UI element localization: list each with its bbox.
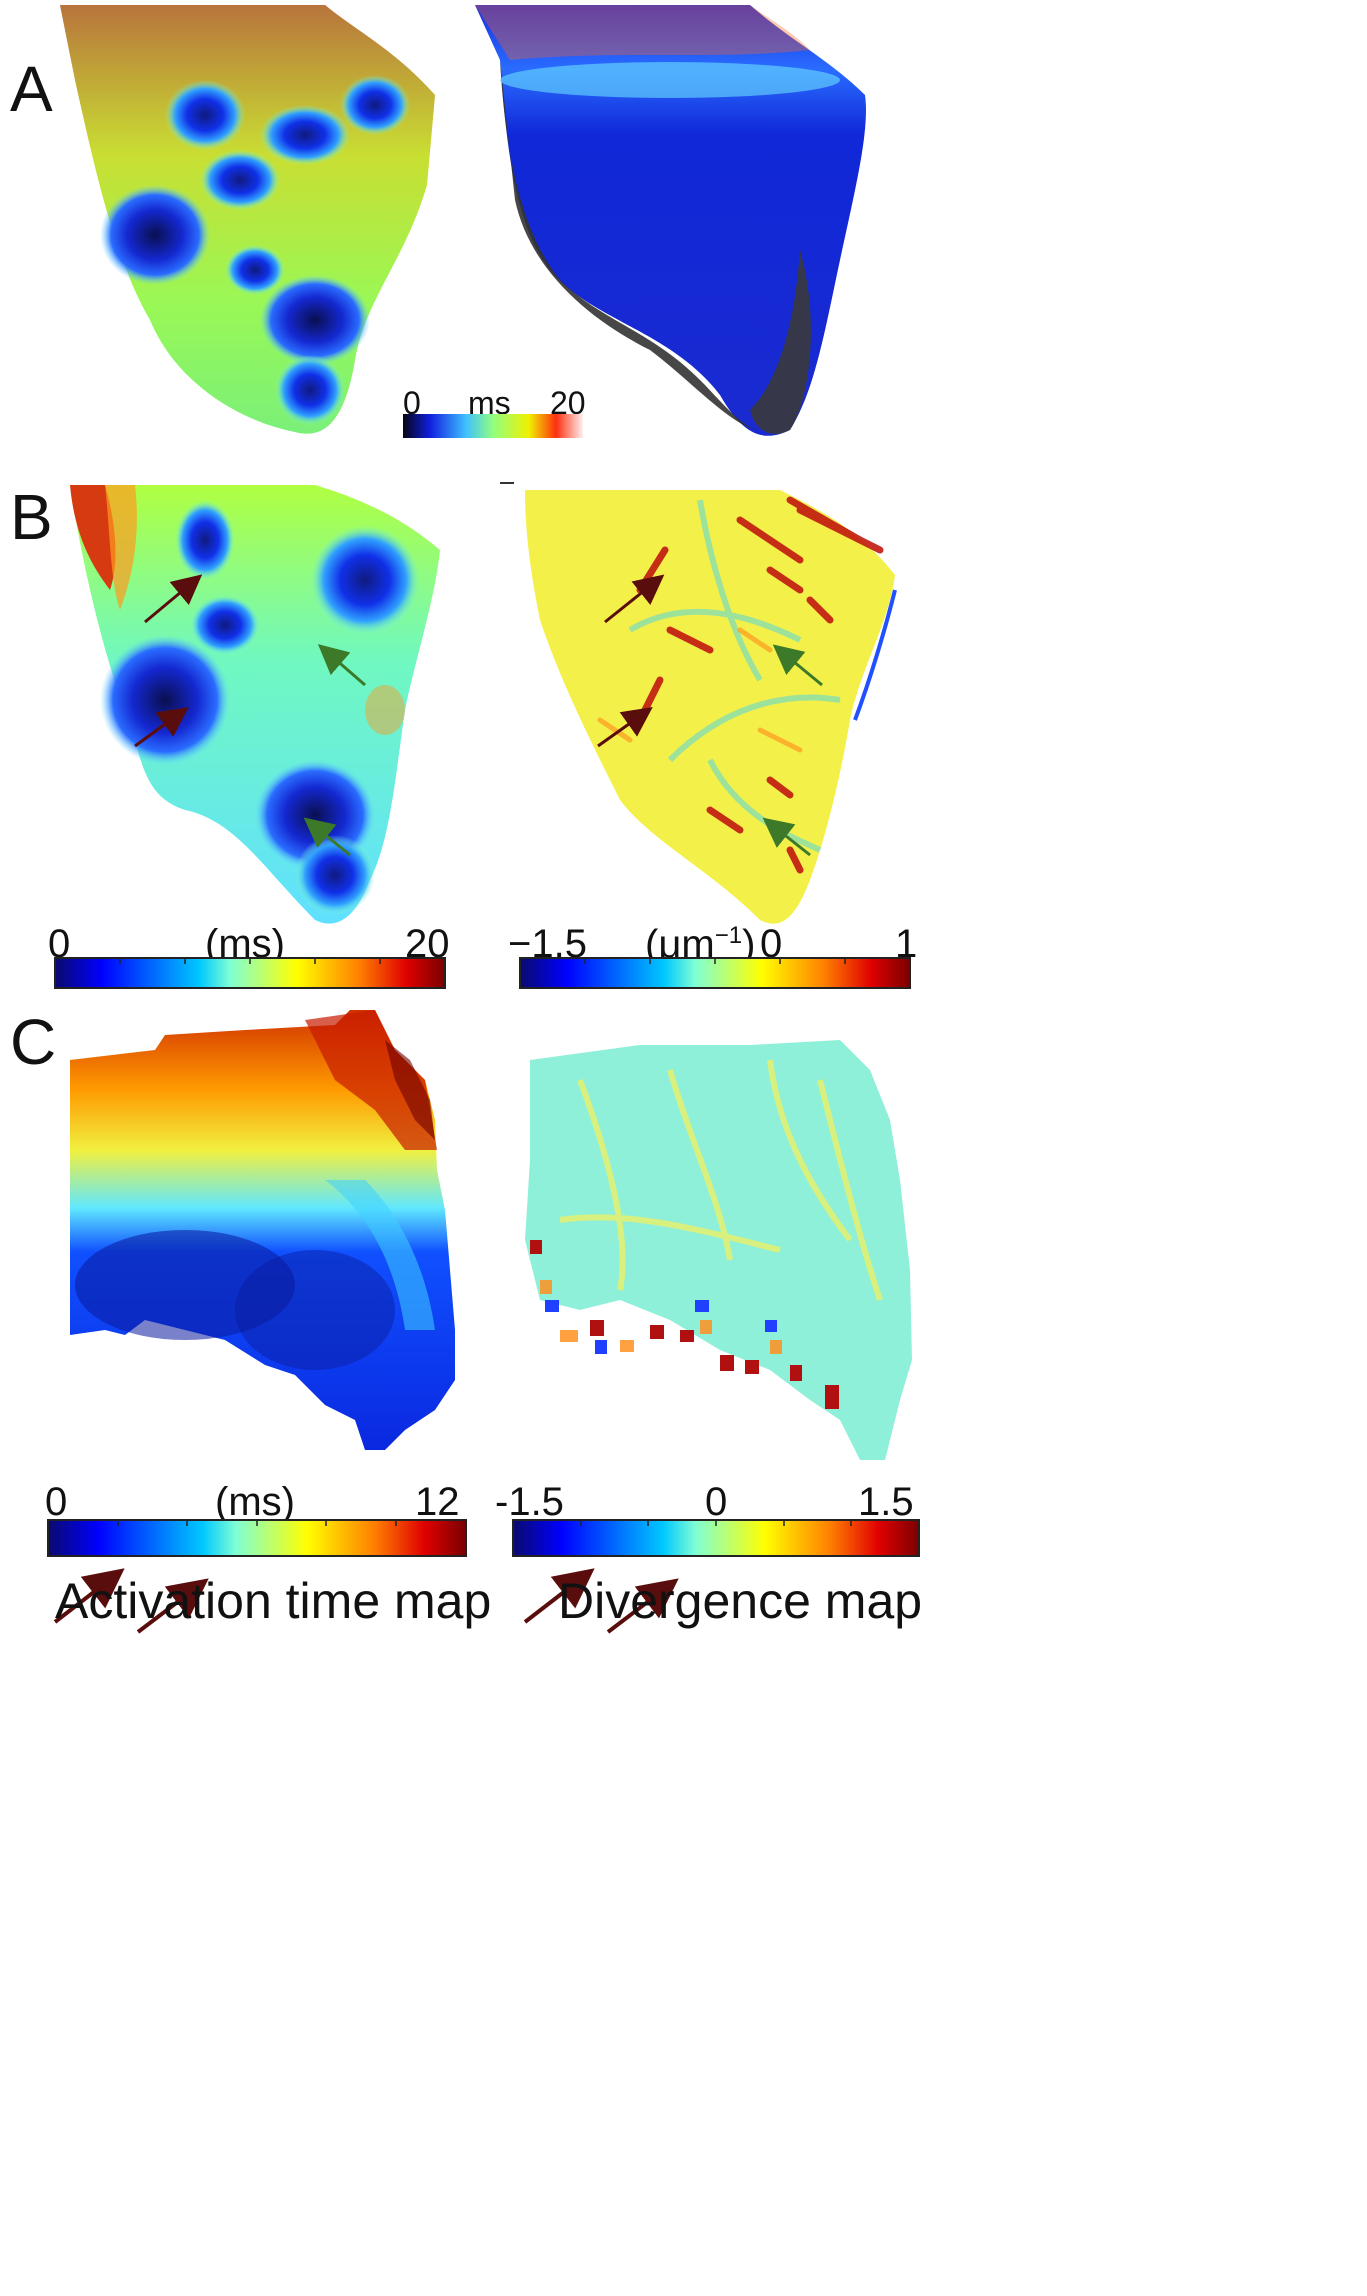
- panel-c-right-arrows: [523, 1568, 679, 1634]
- panel-b-letter: B: [10, 481, 53, 553]
- panel-c-left-arrows: [53, 1568, 209, 1634]
- panel-a-letter: A: [10, 53, 53, 125]
- panel-a-left-activation-map: [60, 5, 435, 434]
- panel-b-right-colorbar: [519, 957, 911, 989]
- panel-b-right-divergence-map: [500, 482, 897, 924]
- panel-a-colorbar-min: 0: [403, 385, 421, 421]
- activation-time-map-caption: Activation time map: [55, 1573, 492, 1629]
- divergence-map-caption: Divergence map: [558, 1573, 923, 1629]
- panel-a-right-divergence-map: [475, 5, 866, 436]
- panel-c-left-colorbar-max: 12: [415, 1480, 460, 1524]
- panel-a-colorbar: [403, 414, 583, 438]
- panel-c-right-divergence-map: [525, 1040, 912, 1460]
- panel-c-right-colorbar: [512, 1519, 920, 1557]
- panel-c-left-activation-map: [70, 1010, 455, 1450]
- panel-c-left-colorbar: [47, 1519, 467, 1557]
- panel-b-right-colorbar-max: 1: [895, 922, 918, 966]
- panel-b-left-colorbar: [54, 957, 446, 989]
- panel-b-right-colorbar-mid: 0: [760, 922, 783, 966]
- panel-c-left-colorbar-unit: (ms): [215, 1480, 295, 1524]
- panel-c-letter: C: [10, 1006, 57, 1078]
- panel-c-left-colorbar-min: 0: [45, 1480, 68, 1524]
- panel-c-right-colorbar-mid: 0: [705, 1480, 728, 1524]
- panel-c-right-colorbar-max: 1.5: [858, 1480, 914, 1524]
- panel-b-left-activation-map: [70, 485, 440, 924]
- panel-b-left-colorbar-min: 0: [48, 922, 71, 966]
- panel-c-right-colorbar-min: -1.5: [495, 1480, 564, 1524]
